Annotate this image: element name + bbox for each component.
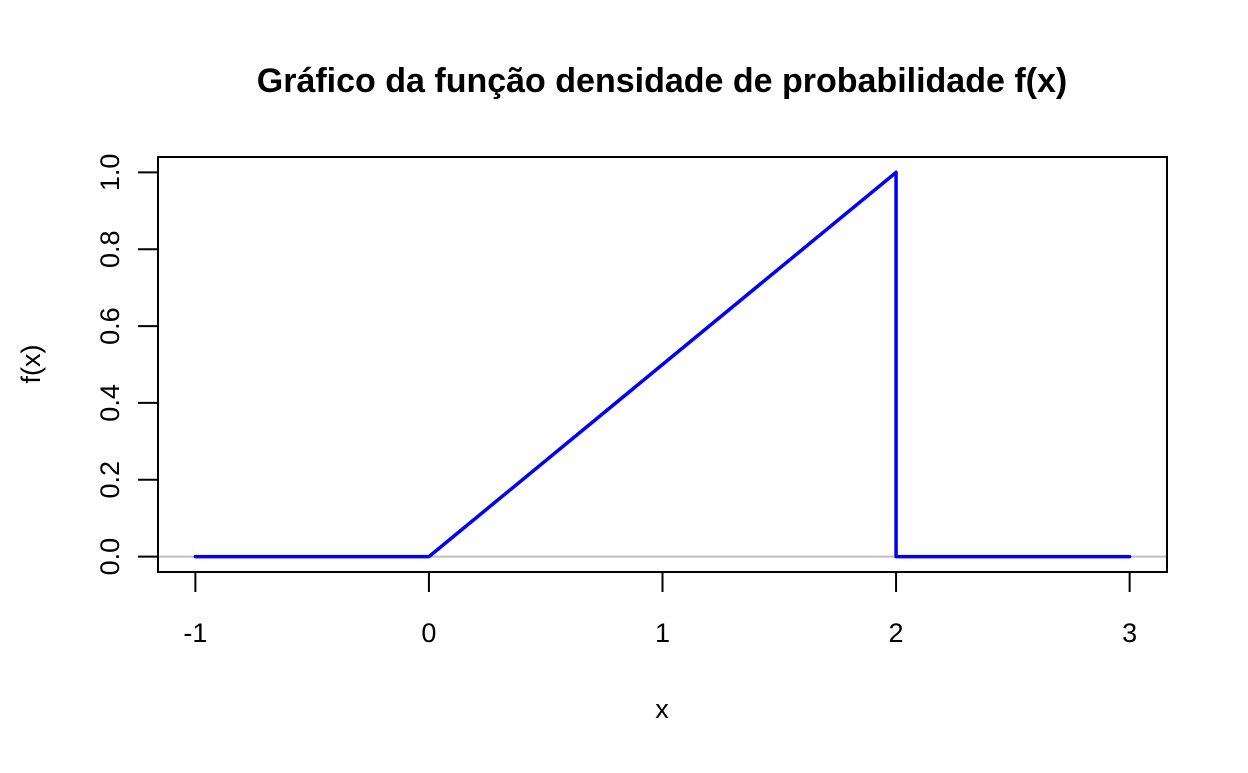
x-tick-label: -1 <box>183 618 207 648</box>
x-tick-label: 3 <box>1122 618 1137 648</box>
y-axis: 0.0 0.2 0.4 0.6 0.8 1.0 <box>95 154 159 576</box>
y-tick-label: 1.0 <box>95 154 125 192</box>
y-tick-label: 0.4 <box>95 384 125 422</box>
y-tick-label: 0.6 <box>95 307 125 345</box>
chart-title: Gráfico da função densidade de probabili… <box>257 62 1067 100</box>
x-tick-label: 2 <box>889 618 904 648</box>
density-line-series-0 <box>193 170 1132 559</box>
plot-area <box>157 156 1168 573</box>
x-tick-label: 0 <box>421 618 436 648</box>
y-tick-label: 0.0 <box>95 538 125 576</box>
x-axis-label: x <box>655 694 669 724</box>
y-tick-label: 0.2 <box>95 461 125 499</box>
y-axis-label: f(x) <box>16 345 46 384</box>
y-tick-label: 0.8 <box>95 230 125 268</box>
x-tick-label: 1 <box>655 618 670 648</box>
x-axis: -1 0 1 2 3 <box>183 571 1137 648</box>
